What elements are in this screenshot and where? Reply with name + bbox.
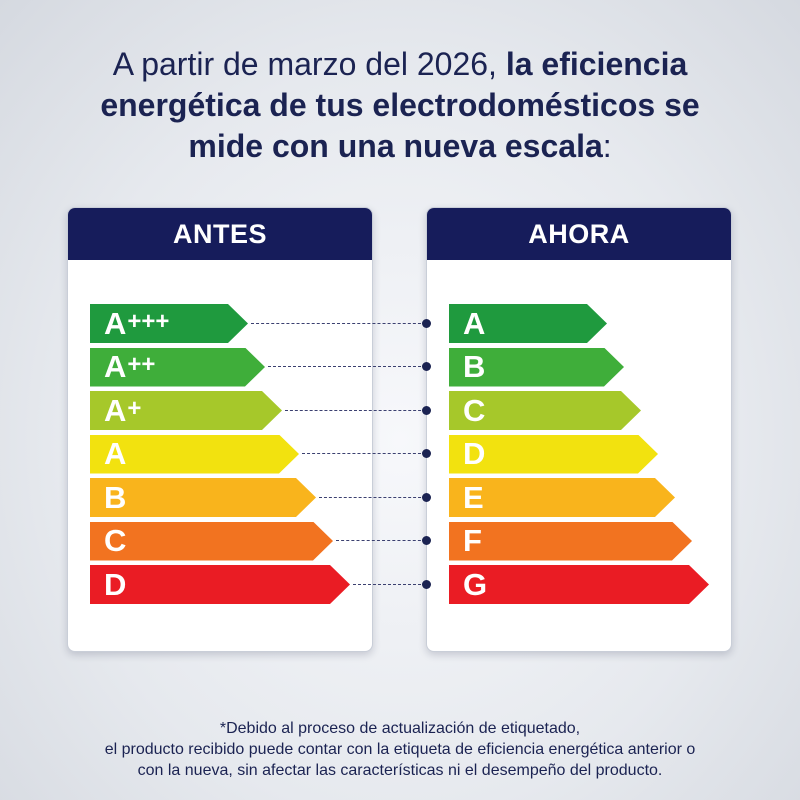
headline-line-3-bold: mide con una nueva escala: [188, 128, 603, 164]
now-class-bar: E: [449, 478, 675, 517]
before-class-bar: A +: [90, 391, 282, 430]
now-card-header: AHORA: [427, 208, 731, 260]
now-class-letter: D: [463, 436, 486, 471]
before-class-letter: D: [104, 566, 127, 602]
before-class-plus: +++: [127, 307, 170, 335]
class-connector-line: [285, 409, 426, 411]
class-connector-dot: [421, 449, 431, 458]
class-connector-line: [336, 540, 426, 541]
headline-line-1: A partir de marzo del 2026, la eficienci…: [0, 44, 800, 85]
before-class-bar: A ++: [90, 348, 265, 387]
before-class-plus: ++: [127, 351, 156, 378]
footnote-line-2: el producto recibido puede contar con la…: [104, 741, 696, 758]
class-connector-line: [353, 583, 426, 585]
before-class-bar: B: [90, 478, 316, 517]
now-class-bar: G: [449, 565, 709, 604]
headline-line-1-regular: A partir de marzo del 2026,: [112, 46, 506, 82]
now-class-bar: F: [449, 522, 692, 561]
now-class-letter: G: [463, 566, 488, 602]
headline-line-2-bold: energética de tus electrodomésticos se: [100, 87, 700, 123]
class-connector-line: [251, 322, 426, 324]
before-class-letter: B: [104, 479, 127, 515]
before-class-letter: A: [104, 436, 127, 471]
footnote-line-1: *Debido al proceso de actualización de e…: [219, 720, 581, 737]
now-class-bar: C: [449, 391, 641, 430]
before-class-letter: A: [104, 349, 127, 384]
class-connector-dot: [421, 362, 431, 371]
before-card-header: ANTES: [68, 208, 372, 260]
class-connector-dot: [421, 405, 431, 415]
headline-line-3: mide con una nueva escala:: [0, 126, 800, 167]
class-connector-line: [268, 366, 426, 367]
footnote-line-3: con la nueva, sin afectar las caracterís…: [137, 762, 663, 779]
before-class-letter: A: [104, 305, 127, 341]
class-connector-line: [319, 496, 426, 498]
now-class-letter: A: [463, 305, 486, 341]
class-connector-line: [302, 453, 426, 454]
before-class-letter: A: [104, 392, 127, 428]
now-class-letter: C: [463, 392, 486, 428]
before-class-bar: A +++: [90, 304, 248, 343]
before-class-plus: +: [127, 394, 142, 422]
headline-line-2: energética de tus electrodomésticos se: [0, 85, 800, 126]
before-class-bar: C: [90, 522, 333, 561]
before-class-bar: D: [90, 565, 350, 604]
headline: A partir de marzo del 2026, la eficienci…: [0, 44, 800, 167]
now-class-bar: D: [449, 435, 658, 474]
before-label-card: ANTES A +++ A ++ A + A B C D: [67, 207, 373, 652]
now-class-bar: B: [449, 348, 624, 387]
before-class-bar: A: [90, 435, 299, 474]
class-connector-dot: [421, 492, 431, 502]
headline-line-1-bold: la eficiencia: [505, 46, 688, 82]
now-class-letter: B: [463, 349, 486, 384]
now-class-bar: A: [449, 304, 607, 343]
now-class-letter: F: [463, 523, 482, 558]
now-class-letter: E: [463, 479, 484, 515]
headline-line-3-regular: :: [602, 128, 612, 164]
class-connector-dot: [421, 318, 431, 328]
class-connector-dot: [421, 579, 431, 589]
before-class-letter: C: [104, 523, 127, 558]
class-connector-dot: [421, 536, 431, 545]
footnote: *Debido al proceso de actualización de e…: [0, 718, 800, 781]
